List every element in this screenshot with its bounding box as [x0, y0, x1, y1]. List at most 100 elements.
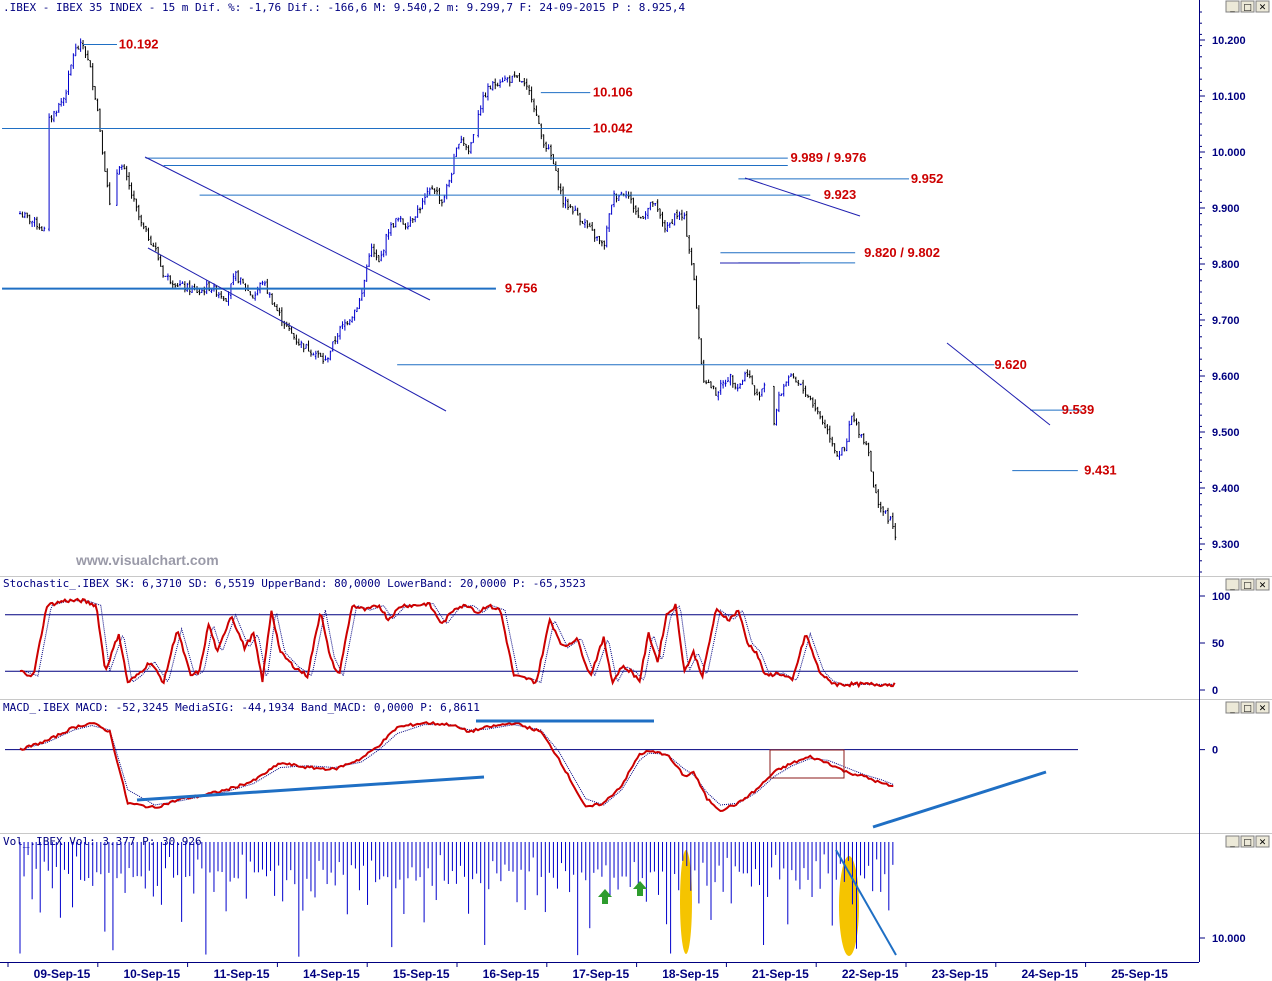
minimize-icon: _ — [1229, 704, 1235, 714]
x-tick-label: 16-Sep-15 — [483, 967, 540, 981]
x-tick-label: 10-Sep-15 — [123, 967, 180, 981]
maximize-icon: □ — [1243, 3, 1252, 13]
y-tick-label: 9.700 — [1212, 315, 1240, 327]
window-button-face — [1240, 835, 1255, 848]
window-button-face — [1255, 701, 1270, 714]
close-icon: ✕ — [1259, 3, 1267, 13]
level-label: 9.989 / 9.976 — [790, 150, 866, 165]
maximize-button[interactable]: □ — [1240, 701, 1255, 714]
stochastic-panel — [0, 577, 1272, 698]
x-tick-label: 18-Sep-15 — [662, 967, 719, 981]
macd-header: MACD_.IBEX MACD: -52,3245 MediaSIG: -44,… — [3, 701, 480, 714]
up-arrow-icon — [633, 881, 647, 896]
x-tick-label: 21-Sep-15 — [752, 967, 809, 981]
x-tick-label: 24-Sep-15 — [1021, 967, 1078, 981]
trendline — [744, 177, 861, 217]
level-label: 9.756 — [505, 281, 538, 296]
minimize-button[interactable]: _ — [1225, 701, 1240, 714]
x-tick-label: 25-Sep-15 — [1111, 967, 1168, 981]
minimize-button[interactable]: _ — [1225, 835, 1240, 848]
y-tick-label: 10.200 — [1212, 35, 1246, 47]
window-button-face — [1225, 835, 1240, 848]
stochastic-sk-line — [19, 597, 896, 689]
window-button-face — [1225, 701, 1240, 714]
macd-line — [19, 721, 894, 813]
drawn-trendlines — [144, 156, 1051, 426]
up-arrow-icon — [598, 889, 612, 904]
maximize-icon: □ — [1243, 838, 1252, 848]
level-label: 10.106 — [593, 85, 633, 100]
y-axes: 10.200 10.100 10.000 9.900 9.800 9.700 9.600 9.… — [1199, 11, 1246, 945]
close-button[interactable]: ✕ — [1255, 0, 1270, 13]
x-tick-label: 17-Sep-15 — [572, 967, 629, 981]
x-tick-label: 22-Sep-15 — [842, 967, 899, 981]
x-tick-label: 11-Sep-15 — [214, 967, 270, 981]
macd-trendline — [136, 775, 485, 802]
close-icon: ✕ — [1259, 704, 1267, 714]
x-tick-label: 15-Sep-15 — [393, 967, 450, 981]
macd-highlight-box — [769, 749, 845, 779]
level-label: 9.923 — [824, 187, 857, 202]
price-header: .IBEX - IBEX 35 INDEX - 15 m Dif. %: -1,… — [3, 1, 686, 14]
y-tick-label: 0 — [1212, 685, 1218, 697]
price-series — [19, 38, 897, 541]
close-button[interactable]: ✕ — [1255, 578, 1270, 591]
stochastic-header: Stochastic_.IBEX SK: 6,3710 SD: 6,5519 U… — [3, 577, 586, 590]
window-button-face — [1240, 578, 1255, 591]
trendline — [147, 247, 447, 412]
window-button-face — [1255, 0, 1270, 13]
minimize-button[interactable]: _ — [1225, 578, 1240, 591]
volume-trendline — [835, 849, 897, 956]
y-tick-label: 10.000 — [1212, 147, 1246, 159]
volume-panel — [0, 834, 1272, 962]
volume-highlight — [680, 850, 692, 954]
window-button-face — [1255, 835, 1270, 848]
maximize-button[interactable]: □ — [1240, 0, 1255, 13]
maximize-icon: □ — [1243, 581, 1252, 591]
window-button-face — [1225, 578, 1240, 591]
minimize-icon: _ — [1229, 838, 1235, 848]
trendline — [946, 342, 1051, 426]
close-button[interactable]: ✕ — [1255, 835, 1270, 848]
y-tick-label: 9.900 — [1212, 203, 1240, 215]
y-tick-label: 100 — [1212, 591, 1230, 603]
watermark: www.visualchart.com — [75, 552, 219, 568]
minimize-icon: _ — [1229, 581, 1235, 591]
y-tick-label: 10.100 — [1212, 91, 1246, 103]
maximize-icon: □ — [1243, 704, 1252, 714]
volume-header: Vol_.IBEX Vol: 3.377 P: 30.926 — [3, 835, 202, 848]
x-axis: 09-Sep-15 10-Sep-15 11-Sep-15 14-Sep-15 15-S… — [0, 962, 1199, 981]
window-button-face — [1240, 701, 1255, 714]
close-button[interactable]: ✕ — [1255, 701, 1270, 714]
close-icon: ✕ — [1259, 581, 1267, 591]
x-tick-label: 14-Sep-15 — [303, 967, 360, 981]
y-tick-label: 9.600 — [1212, 371, 1240, 383]
macd-series — [5, 719, 1078, 829]
level-label: 9.820 / 9.802 — [864, 245, 940, 260]
y-tick-label: 9.500 — [1212, 427, 1240, 439]
window-button-face — [1225, 0, 1240, 13]
y-tick-label: 10.000 — [1212, 933, 1246, 945]
macd-trendline — [872, 770, 1047, 829]
y-tick-label: 0 — [1212, 745, 1218, 757]
minimize-icon: _ — [1229, 3, 1235, 13]
x-tick-label: 23-Sep-15 — [932, 967, 989, 981]
minimize-button[interactable]: _ — [1225, 0, 1240, 13]
panel-window-buttons: _ □ ✕ _ □ ✕ _ □ ✕ _ □ ✕ — [1225, 0, 1270, 848]
maximize-button[interactable]: □ — [1240, 835, 1255, 848]
volume-series — [19, 842, 897, 957]
level-label: 9.539 — [1062, 402, 1095, 417]
level-label: 10.192 — [119, 36, 159, 51]
level-label: 9.952 — [911, 171, 944, 186]
trendline — [144, 156, 431, 301]
window-button-face — [1255, 578, 1270, 591]
y-tick-label: 50 — [1212, 638, 1224, 650]
y-tick-label: 9.800 — [1212, 259, 1240, 271]
maximize-button[interactable]: □ — [1240, 578, 1255, 591]
level-label: 9.431 — [1084, 463, 1117, 478]
stochastic-sd-line — [20, 600, 895, 685]
x-tick-label: 09-Sep-15 — [34, 967, 91, 981]
level-label: 10.042 — [593, 120, 633, 135]
stochastic-series — [5, 597, 1078, 689]
